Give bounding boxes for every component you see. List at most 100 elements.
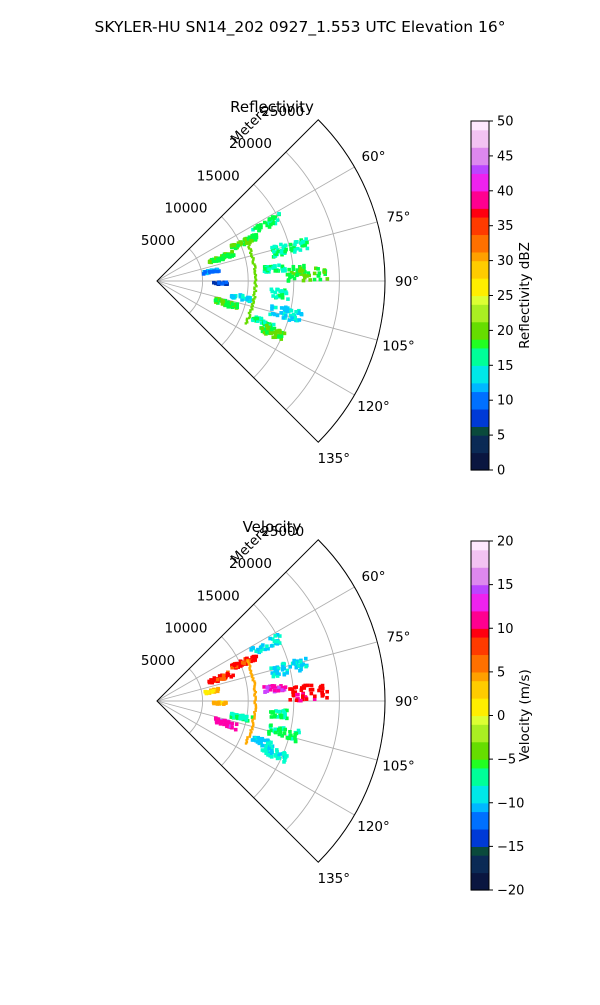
azimuth-tick-label: 135° [318, 451, 351, 467]
echo-cell [278, 752, 282, 756]
echo-cell [253, 272, 257, 276]
echo-cell [273, 634, 278, 638]
echo-cell [266, 328, 271, 332]
echo-cell [304, 664, 308, 669]
echo-cell [277, 211, 281, 216]
echo-cell [253, 683, 257, 686]
reflectivity-panel: Reflectivity500010000150002000025000Mete… [141, 98, 419, 467]
echo-cell [308, 687, 313, 692]
echo-cell [249, 310, 252, 314]
colorbar-segment [471, 216, 489, 227]
echo-cell [251, 728, 254, 731]
echo-cell [260, 748, 265, 752]
echo-cell [273, 333, 278, 337]
echo-cell [271, 674, 276, 679]
echo-cell [280, 264, 285, 269]
colorbar-segment [471, 881, 489, 891]
echo-cell [248, 240, 252, 245]
echo-cell [260, 329, 265, 334]
echo-cell [264, 738, 268, 743]
echo-cell [277, 672, 281, 676]
echo-cell [254, 709, 257, 713]
colorbar-segment [471, 374, 489, 384]
echo-cell [259, 736, 264, 741]
echo-cell [229, 715, 234, 719]
echo-cell [254, 289, 258, 293]
echo-cell [297, 730, 301, 735]
colorbar-segment [471, 286, 489, 297]
echo-cell [259, 316, 263, 321]
echo-cell [275, 714, 280, 719]
colorbar-segment [471, 164, 489, 174]
echo-cell [253, 226, 257, 230]
echo-cell [271, 221, 275, 226]
echo-cell [285, 306, 290, 311]
echo-cell [312, 697, 317, 702]
echo-cell [234, 722, 239, 727]
echo-cell [233, 246, 238, 251]
colorbar-tick-label: 0 [497, 464, 505, 479]
echo-cell [275, 750, 279, 754]
colorbar-segment [471, 767, 489, 778]
echo-cell [301, 278, 306, 283]
echo-cell [270, 304, 274, 308]
echo-cell [246, 736, 249, 739]
echo-cell [306, 271, 311, 275]
colorbar-segment [471, 872, 489, 882]
echo-cell [270, 671, 275, 675]
echo-cell [285, 668, 290, 673]
echo-cell [285, 716, 289, 721]
echo-cell [279, 306, 284, 310]
echo-cell [247, 242, 250, 245]
echo-cell [269, 728, 274, 733]
echo-cell [322, 270, 327, 275]
echo-cell [230, 721, 234, 726]
colorbar-segment [471, 408, 489, 419]
echo-cell [225, 303, 230, 307]
echo-cell [238, 294, 243, 299]
colorbar-segment [471, 121, 489, 131]
azimuth-tick-label: 105° [382, 339, 415, 355]
echo-cell [280, 330, 284, 335]
echo-cell [325, 689, 329, 694]
echo-cell [225, 724, 229, 729]
echo-cell [238, 240, 243, 244]
colorbar-segment [471, 426, 489, 436]
colorbar-segment [471, 339, 489, 349]
echo-cell [253, 264, 257, 268]
echo-cell [274, 295, 279, 300]
echo-cell [282, 672, 287, 677]
colorbar-tick-label: 35 [497, 219, 514, 234]
velocity-panel: Velocity500010000150002000025000Meters60… [141, 518, 419, 887]
echo-cell [253, 680, 256, 683]
echo-cell [269, 723, 273, 728]
colorbar-tick-label: −20 [497, 884, 524, 899]
colorbar-segment [471, 785, 489, 795]
echo-cell [288, 242, 293, 247]
echo-cell [287, 318, 292, 322]
echo-cell [215, 269, 220, 274]
sector-frame [156, 119, 386, 443]
radial-tick-label: 5000 [141, 653, 175, 669]
echo-cell [222, 677, 226, 681]
colorbar-segment [471, 602, 489, 612]
echo-cell [217, 281, 221, 285]
echo-cell [229, 674, 234, 679]
echo-cell [273, 268, 278, 273]
colorbar-segment [471, 173, 489, 183]
echo-cell [232, 242, 236, 247]
echo-cell [254, 266, 257, 269]
azimuth-tick-label: 90° [395, 694, 419, 710]
azimuth-line [156, 641, 378, 702]
echo-cell [254, 277, 257, 280]
echo-cell [265, 685, 270, 690]
echo-cell [283, 249, 287, 254]
echo-cell [214, 281, 218, 286]
echo-cell [323, 272, 328, 276]
echo-cell [272, 326, 277, 331]
echo-cell [266, 752, 270, 757]
echo-cell [269, 740, 273, 745]
colorbar-tick-label: −10 [497, 796, 524, 811]
echo-cell [254, 654, 259, 659]
echo-cell [305, 240, 309, 245]
